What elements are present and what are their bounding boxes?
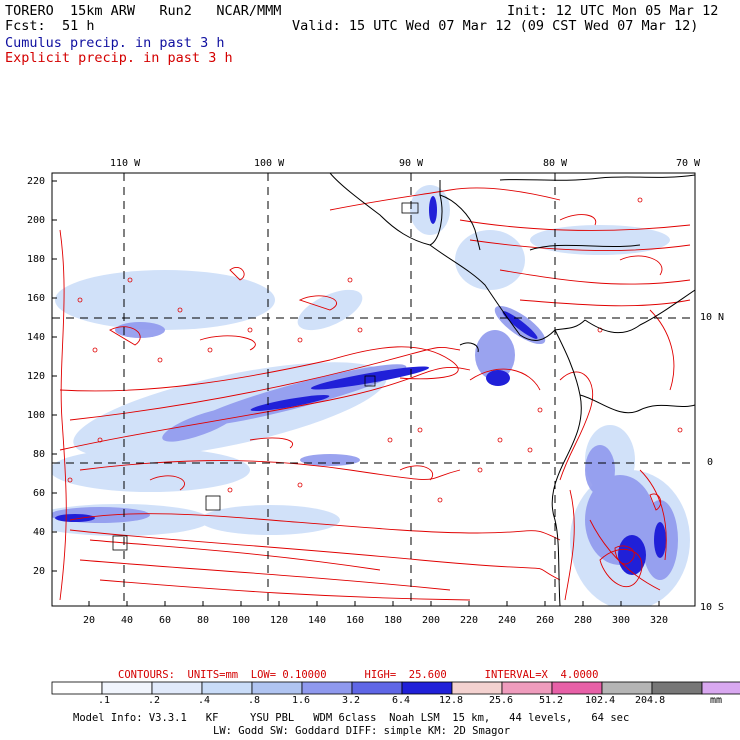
y-tick: 200 <box>27 215 46 226</box>
colorbar-cell <box>301 681 353 695</box>
colorbar-label: .1 <box>98 695 111 706</box>
colorbar-label: 3.2 <box>342 695 361 706</box>
axis-ticks <box>52 180 660 606</box>
legend-cumulus: Cumulus precip. in past 3 h <box>5 35 225 51</box>
colorbar-cell <box>701 681 740 695</box>
lon-label-70w: 70 W <box>676 158 701 169</box>
colorbar-cell <box>151 681 203 695</box>
colorbar-unit: mm <box>710 695 723 706</box>
y-tick: 120 <box>27 371 46 382</box>
colorbar-cell <box>101 681 153 695</box>
x-tick: 40 <box>121 615 134 626</box>
x-tick: 300 <box>612 615 631 626</box>
x-tick: 160 <box>346 615 365 626</box>
station-markers <box>112 202 419 551</box>
colorbar-label: .4 <box>198 695 211 706</box>
colorbar-label: 25.6 <box>489 695 514 706</box>
x-tick: 320 <box>650 615 669 626</box>
y-tick: 20 <box>33 566 46 577</box>
colorbar-label: 1.6 <box>292 695 311 706</box>
colorbar-cell <box>351 681 403 695</box>
colorbar-cell <box>51 681 103 695</box>
lon-label-90w: 90 W <box>399 158 424 169</box>
lat-label-0: 0 <box>707 457 714 468</box>
y-tick: 160 <box>27 293 46 304</box>
valid-time: Valid: 15 UTC Wed 07 Mar 12 (09 CST Wed … <box>292 18 699 34</box>
lon-label-80w: 80 W <box>543 158 568 169</box>
colorbar-label: 51.2 <box>539 695 564 706</box>
model-info-line1: Model Info: V3.3.1 KF YSU PBL WDM 6class… <box>73 712 630 724</box>
colorbar-cell <box>501 681 553 695</box>
cumulus-precip-heavy <box>55 196 666 575</box>
model-title: TORERO 15km ARW Run2 NCAR/MMM <box>5 3 282 19</box>
colorbar-cell <box>601 681 653 695</box>
forecast-hours: 51 h <box>62 18 95 34</box>
x-tick: 80 <box>197 615 210 626</box>
init-time: Init: 12 UTC Mon 05 Mar 12 <box>507 3 719 19</box>
x-tick: 100 <box>232 615 251 626</box>
map-frame <box>51 172 696 607</box>
y-tick: 100 <box>27 410 46 421</box>
explicit-precip-contours <box>59 187 691 601</box>
colorbar-label: 204.8 <box>635 695 666 706</box>
explicit-precip-cells <box>67 197 683 503</box>
x-tick: 280 <box>574 615 593 626</box>
y-tick: 40 <box>33 527 46 538</box>
model-info-line2: LW: Godd SW: Goddard DIFF: simple KM: 2D… <box>213 725 511 737</box>
y-tick: 180 <box>27 254 46 265</box>
colorbar-label: 6.4 <box>392 695 411 706</box>
x-tick: 200 <box>422 615 441 626</box>
colorbar-cell <box>551 681 603 695</box>
latlon-grid <box>52 173 695 606</box>
y-tick: 140 <box>27 332 46 343</box>
x-tick: 240 <box>498 615 517 626</box>
lon-label-100w: 100 W <box>254 158 285 169</box>
x-tick: 120 <box>270 615 289 626</box>
colorbar-cell <box>451 681 503 695</box>
lat-label-10n: 10 N <box>700 312 725 323</box>
legend-explicit: Explicit precip. in past 3 h <box>5 50 233 66</box>
forecast-label: Fcst: <box>5 18 46 34</box>
y-tick: 220 <box>27 176 46 187</box>
x-tick: 60 <box>159 615 172 626</box>
x-tick: 220 <box>460 615 479 626</box>
lat-label-10s: 10 S <box>700 602 725 613</box>
contour-info: CONTOURS: UNITS=mm LOW= 0.10000 HIGH= 25… <box>118 669 599 681</box>
x-tick: 180 <box>384 615 403 626</box>
colorbar-label: .2 <box>148 695 161 706</box>
colorbar-cell <box>201 681 253 695</box>
colorbar-label: 102.4 <box>585 695 616 706</box>
colorbar-cell <box>251 681 303 695</box>
x-tick: 140 <box>308 615 327 626</box>
y-tick: 80 <box>33 449 46 460</box>
coastline <box>329 173 695 606</box>
colorbar-label: .8 <box>248 695 261 706</box>
colorbar-cell <box>651 681 703 695</box>
colorbar-label: 12.8 <box>439 695 464 706</box>
x-tick: 260 <box>536 615 555 626</box>
x-tick: 20 <box>83 615 96 626</box>
colorbar-cell <box>401 681 453 695</box>
lon-label-110w: 110 W <box>110 158 141 169</box>
y-tick: 60 <box>33 488 46 499</box>
